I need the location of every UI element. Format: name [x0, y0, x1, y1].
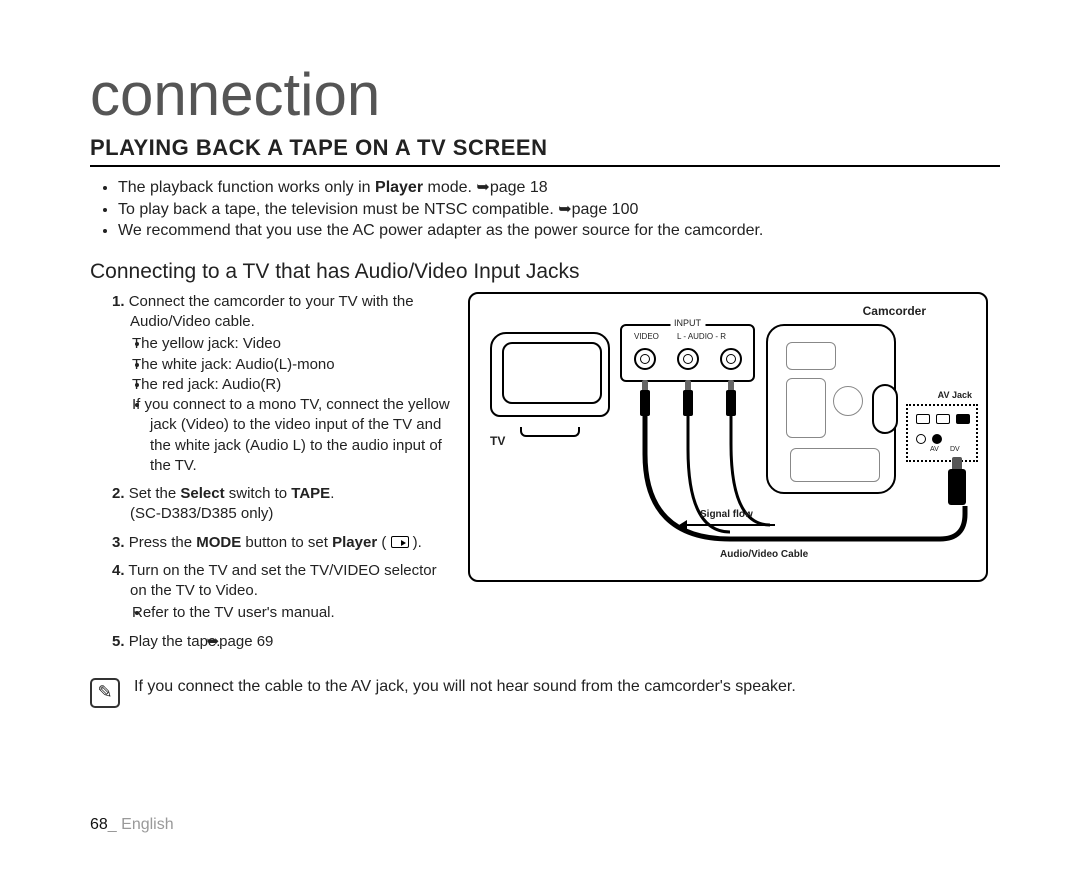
content-row: 1. Connect the camcorder to your TV with… — [90, 292, 1000, 660]
page-number: 68 — [90, 816, 108, 833]
camcorder-label: Camcorder — [863, 304, 926, 318]
note-icon: ✎ — [90, 678, 120, 708]
model-note: (SC-D383/D385 only) — [130, 505, 273, 522]
video-jack-icon — [634, 348, 656, 370]
step-5: 5. Play the tape. ➥page 69 — [112, 632, 450, 652]
text: To play back a tape, the television must… — [118, 201, 558, 218]
chapter-title: connection — [90, 60, 1000, 129]
input-panel: INPUT VIDEO L - AUDIO - R — [620, 324, 755, 382]
bold: MODE — [196, 534, 241, 551]
tv-icon — [490, 332, 610, 427]
manual-page: connection PLAYING BACK A TAPE ON A TV S… — [0, 0, 1080, 874]
note-text: If you connect the cable to the AV jack,… — [134, 678, 796, 696]
player-mode-icon — [391, 536, 409, 548]
bold: Player — [332, 534, 377, 551]
text: We recommend that you use the AC power a… — [118, 222, 763, 239]
text: Turn on the TV and set the TV/VIDEO sele… — [128, 562, 436, 599]
sub-bullet: The red jack: Audio(R) — [150, 375, 450, 395]
step-3: 3. Press the MODE button to set Player (… — [112, 533, 450, 553]
sub-bullet: The white jack: Audio(L)-mono — [150, 355, 450, 375]
steps-column: 1. Connect the camcorder to your TV with… — [90, 292, 450, 660]
av-text: AV — [930, 446, 939, 453]
text: . — [330, 485, 334, 502]
text: button to set — [241, 534, 332, 551]
video-jack-label: VIDEO — [634, 332, 659, 341]
av-jack-panel: AV DV — [906, 404, 978, 462]
plug-icon — [640, 390, 650, 416]
text: The playback function works only in — [118, 179, 375, 196]
audio-r-jack-icon — [720, 348, 742, 370]
connection-diagram: TV INPUT VIDEO L - AUDIO - R Camcorder — [468, 292, 988, 582]
step-1: 1. Connect the camcorder to your TV with… — [112, 292, 450, 476]
camcorder-icon — [766, 324, 896, 494]
tv-label: TV — [490, 434, 505, 448]
text: mode. — [423, 179, 476, 196]
text: Press the — [129, 534, 197, 551]
av-plug-icon — [948, 469, 966, 505]
signal-arrow-icon — [685, 524, 775, 526]
input-label: INPUT — [670, 318, 705, 328]
plug-icon — [726, 390, 736, 416]
step-4: 4. Turn on the TV and set the TV/VIDEO s… — [112, 561, 450, 624]
intro-item: We recommend that you use the AC power a… — [118, 220, 1000, 242]
dv-text: DV — [950, 446, 960, 453]
note-row: ✎ If you connect the cable to the AV jac… — [90, 678, 1000, 708]
subsection-heading: Connecting to a TV that has Audio/Video … — [90, 260, 1000, 284]
text: ( — [377, 534, 390, 551]
section-title: PLAYING BACK A TAPE ON A TV SCREEN — [90, 135, 1000, 167]
diagram-column: TV INPUT VIDEO L - AUDIO - R Camcorder — [468, 292, 1000, 660]
audio-jack-label: L - AUDIO - R — [677, 332, 726, 341]
sub-bullet: The yellow jack: Video — [150, 334, 450, 354]
intro-item: The playback function works only in Play… — [118, 177, 1000, 199]
page-ref: ➥page 100 — [558, 199, 638, 221]
intro-item: To play back a tape, the television must… — [118, 199, 1000, 221]
text: Connect the camcorder to your TV with th… — [129, 293, 414, 330]
av-jack-label: AV Jack — [938, 390, 972, 400]
step-2: 2. Set the Select switch to TAPE. (SC-D3… — [112, 484, 450, 525]
text: Set the — [129, 485, 181, 502]
bold: TAPE — [291, 485, 330, 502]
page-footer: 68_ English — [90, 816, 174, 834]
page-language: English — [121, 816, 173, 833]
page-ref: ➥page 18 — [476, 177, 547, 199]
av-cable-label: Audio/Video Cable — [720, 549, 808, 560]
page-ref: ➥page 69 — [225, 632, 274, 652]
text: switch to — [225, 485, 292, 502]
intro-bullets: The playback function works only in Play… — [90, 177, 1000, 242]
sub-bullet: Refer to the TV user's manual. — [150, 603, 450, 623]
text: ). — [409, 534, 422, 551]
bold: Player — [375, 179, 423, 196]
signal-flow-label: Signal flow — [700, 509, 753, 520]
audio-l-jack-icon — [677, 348, 699, 370]
sub-bullet: If you connect to a mono TV, connect the… — [150, 395, 450, 476]
plug-icon — [683, 390, 693, 416]
bold: Select — [180, 485, 224, 502]
